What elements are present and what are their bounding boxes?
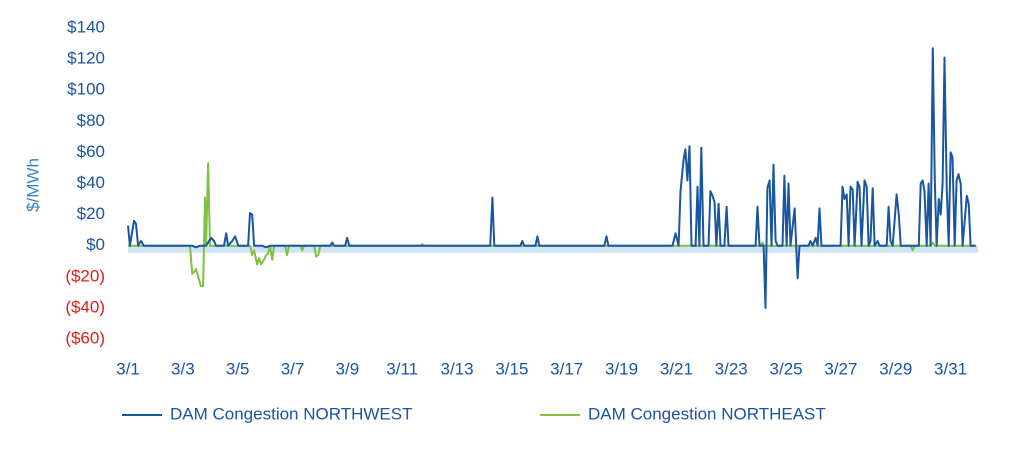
legend-label: DAM Congestion NORTHWEST xyxy=(170,404,412,423)
y-tick-label: ($40) xyxy=(65,297,105,316)
x-tick-label: 3/3 xyxy=(171,359,195,378)
y-tick-label: $60 xyxy=(77,142,105,161)
x-tick-label: 3/7 xyxy=(281,359,305,378)
x-tick-label: 3/29 xyxy=(879,359,912,378)
y-tick-label: $0 xyxy=(86,235,105,254)
x-tick-label: 3/27 xyxy=(824,359,857,378)
x-tick-label: 3/11 xyxy=(386,359,418,378)
y-tick-label: $20 xyxy=(77,204,105,223)
x-tick-label: 3/23 xyxy=(715,359,748,378)
y-tick-label: ($20) xyxy=(65,266,105,285)
y-tick-label: $80 xyxy=(77,111,105,130)
x-tick-label: 3/21 xyxy=(660,359,693,378)
y-tick-label: $100 xyxy=(67,80,105,99)
y-tick-label: $40 xyxy=(77,173,105,192)
x-tick-label: 3/13 xyxy=(440,359,473,378)
y-tick-label: $120 xyxy=(67,49,105,68)
x-tick-label: 3/17 xyxy=(550,359,583,378)
x-tick-label: 3/19 xyxy=(605,359,638,378)
y-axis-label: $/MWh xyxy=(23,158,42,212)
x-tick-label: 3/31 xyxy=(934,359,967,378)
x-tick-label: 3/5 xyxy=(226,359,250,378)
y-tick-label: ($60) xyxy=(65,328,105,347)
x-tick-label: 3/1 xyxy=(116,359,140,378)
y-tick-label: $140 xyxy=(67,17,105,36)
series-line xyxy=(127,47,976,309)
x-tick-label: 3/9 xyxy=(336,359,360,378)
legend-label: DAM Congestion NORTHEAST xyxy=(588,404,826,423)
zero-band xyxy=(128,245,978,253)
x-tick-label: 3/25 xyxy=(770,359,803,378)
x-tick-label: 3/15 xyxy=(495,359,528,378)
